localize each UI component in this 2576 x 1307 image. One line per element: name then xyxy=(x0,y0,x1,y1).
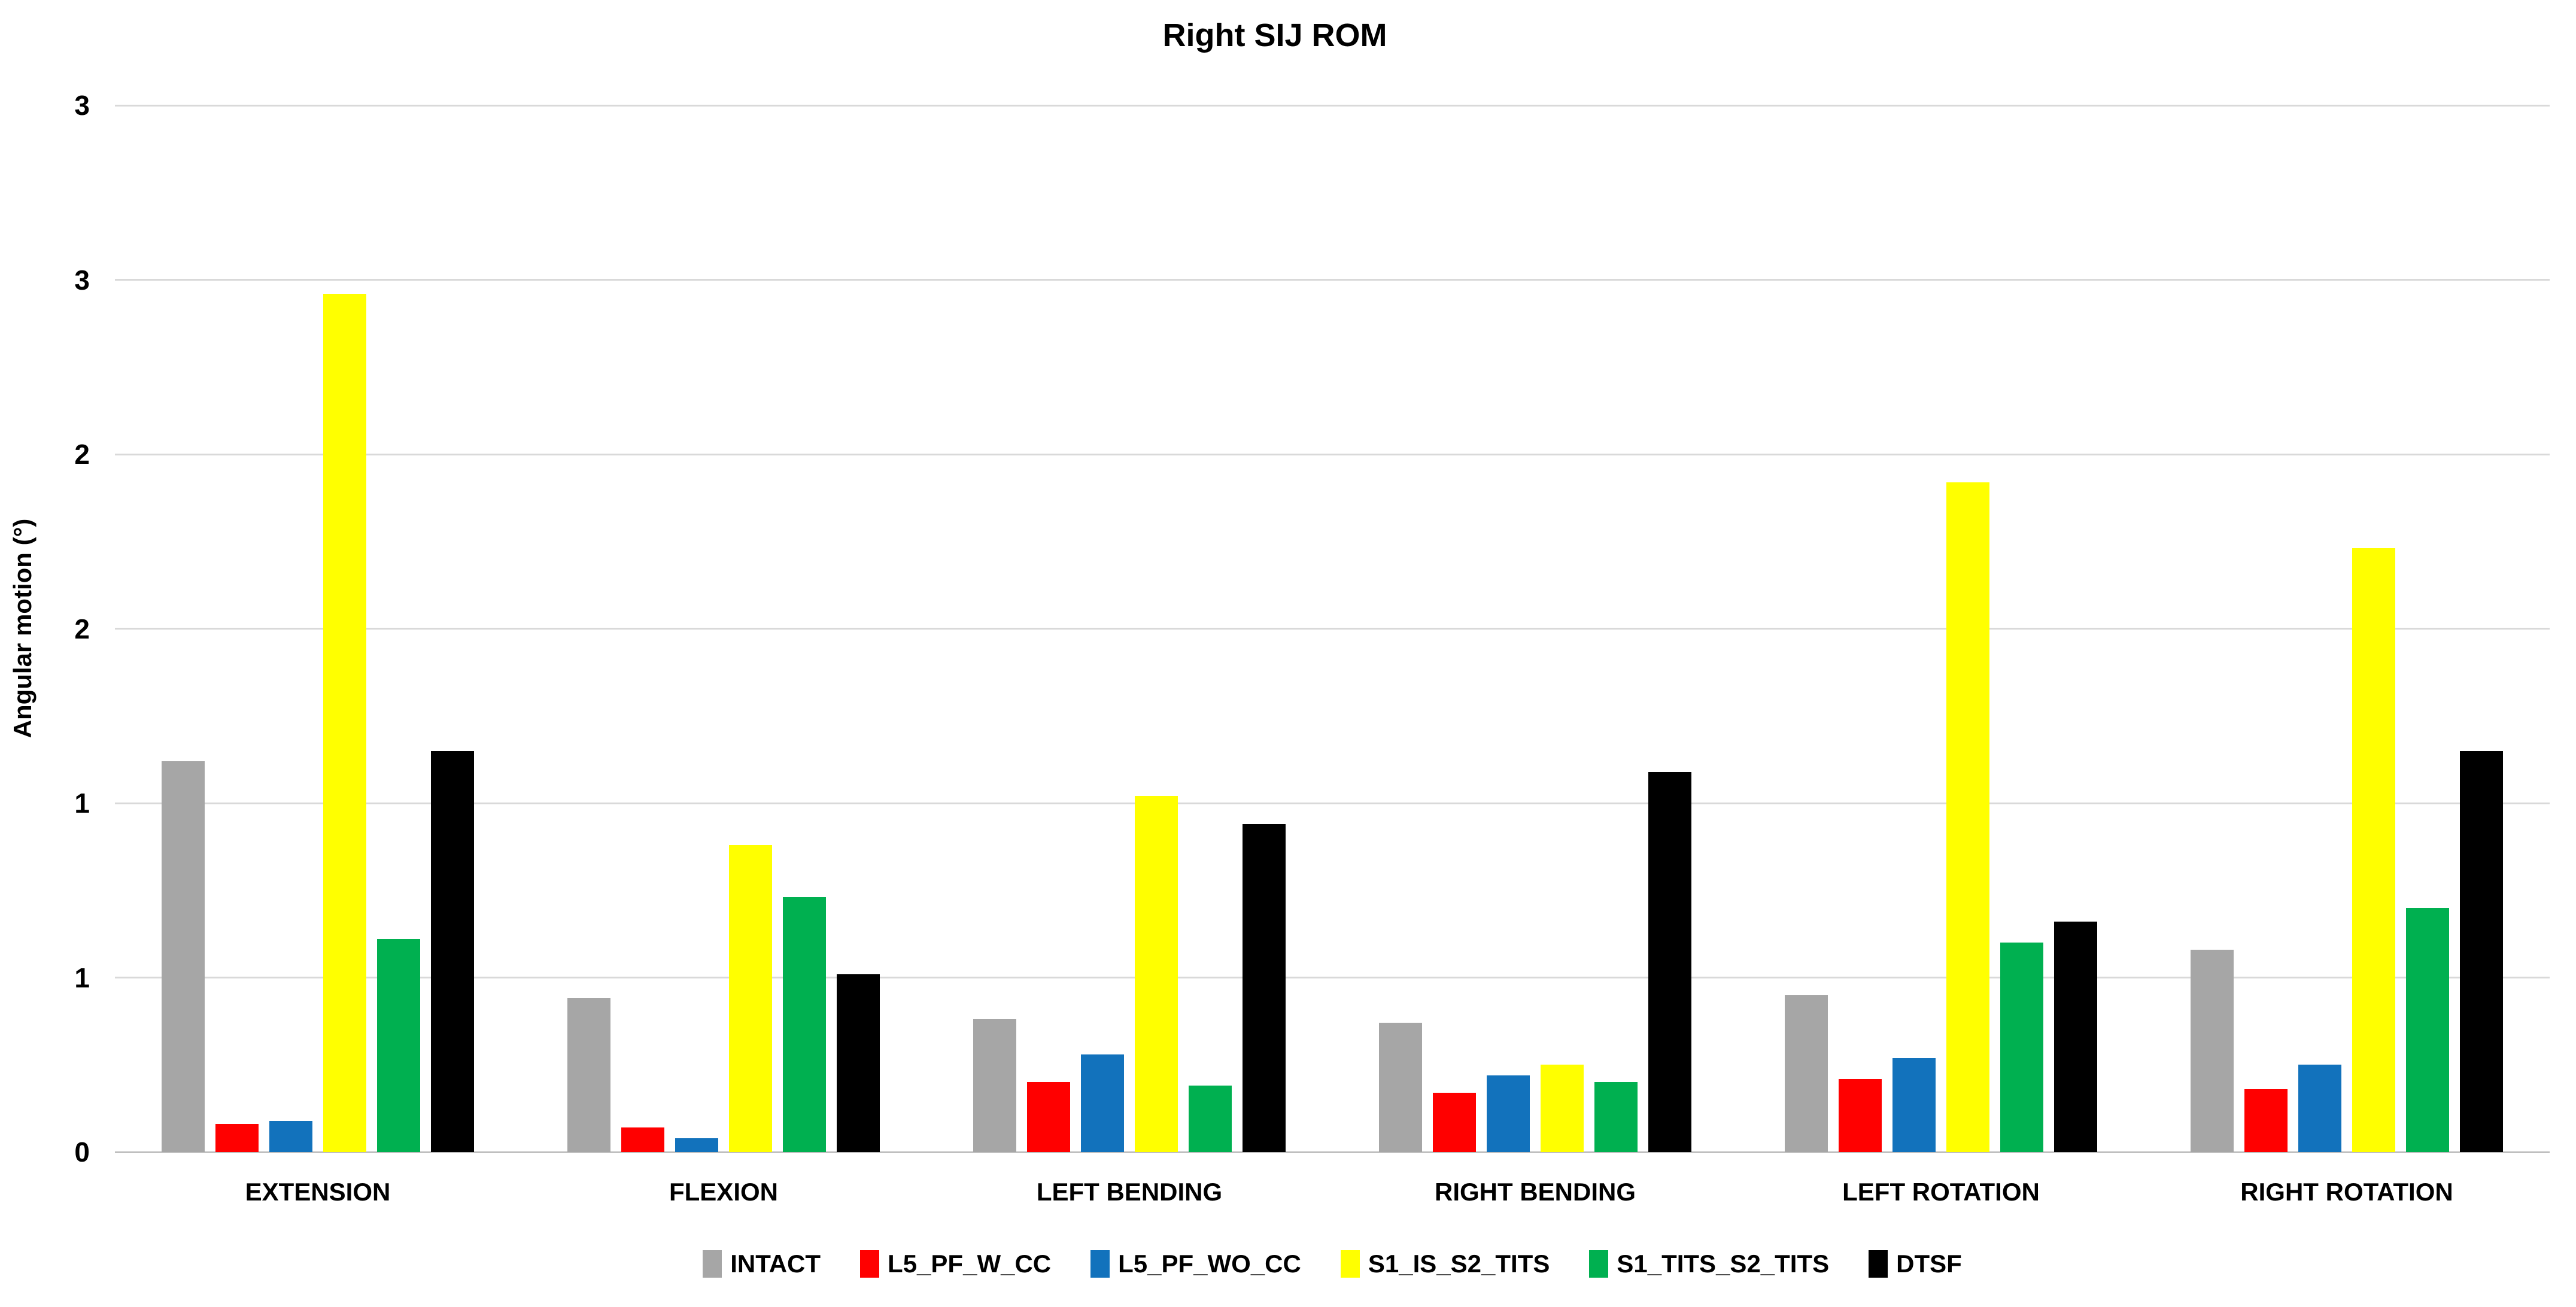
legend-label-l5-pf-wo-cc: L5_PF_WO_CC xyxy=(1118,1250,1301,1278)
bar-s1-is-s2-tits-extension xyxy=(323,293,366,1152)
bar-s1-is-s2-tits-left-rotation xyxy=(1946,482,1989,1152)
bar-s1-tits-s2-tits-extension xyxy=(377,939,420,1152)
bar-intact-extension xyxy=(162,761,205,1152)
bar-dtsf-left-rotation xyxy=(2054,922,2097,1152)
bar-l5-pf-wo-cc-left-bending xyxy=(1081,1054,1124,1152)
y-tick-label: 2 xyxy=(74,439,90,470)
gridline xyxy=(115,802,2550,804)
bar-intact-right-rotation xyxy=(2191,949,2234,1152)
x-category-label-right-rotation: RIGHT ROTATION xyxy=(2240,1178,2453,1206)
legend-label-l5-pf-w-cc: L5_PF_W_CC xyxy=(888,1250,1052,1278)
legend: INTACT L5_PF_W_CC L5_PF_WO_CC S1_IS_S2_TITS… xyxy=(115,1234,2550,1294)
legend-item-l5-pf-w-cc: L5_PF_W_CC xyxy=(860,1250,1051,1278)
bar-s1-tits-s2-tits-left-bending xyxy=(1189,1086,1232,1152)
bar-intact-left-rotation xyxy=(1785,995,1828,1152)
legend-item-dtsf: DTSF xyxy=(1869,1250,1962,1278)
bar-l5-pf-w-cc-left-rotation xyxy=(1839,1078,1882,1152)
legend-item-l5-pf-wo-cc: L5_PF_WO_CC xyxy=(1090,1250,1301,1278)
bar-s1-tits-s2-tits-right-rotation xyxy=(2406,907,2449,1152)
y-tick-label: 3 xyxy=(74,264,90,296)
bar-s1-tits-s2-tits-left-rotation xyxy=(2000,943,2043,1152)
gridline xyxy=(115,279,2550,281)
legend-label-intact: INTACT xyxy=(730,1250,821,1278)
bar-l5-pf-w-cc-left-bending xyxy=(1027,1082,1070,1152)
y-tick-label: 1 xyxy=(74,788,90,819)
bar-l5-pf-wo-cc-left-rotation xyxy=(1892,1057,1936,1152)
legend-swatch-dtsf xyxy=(1869,1250,1888,1278)
legend-swatch-s1-tits-s2-tits xyxy=(1589,1250,1609,1278)
bar-dtsf-extension xyxy=(431,750,474,1152)
gridline xyxy=(115,628,2550,630)
x-category-label-flexion: FLEXION xyxy=(669,1178,778,1206)
bar-dtsf-left-bending xyxy=(1243,823,1286,1152)
bar-intact-right-bending xyxy=(1379,1023,1422,1152)
legend-item-intact: INTACT xyxy=(703,1250,821,1278)
chart-title: Right SIJ ROM xyxy=(1162,17,1387,53)
legend-label-dtsf: DTSF xyxy=(1896,1250,1962,1278)
legend-item-s1-is-s2-tits: S1_IS_S2_TITS xyxy=(1340,1250,1550,1278)
legend-swatch-l5-pf-w-cc xyxy=(860,1250,880,1278)
x-category-label-right-bending: RIGHT BENDING xyxy=(1435,1178,1636,1206)
bar-s1-is-s2-tits-right-rotation xyxy=(2352,548,2395,1152)
x-category-label-left-rotation: LEFT ROTATION xyxy=(1842,1178,2040,1206)
legend-swatch-l5-pf-wo-cc xyxy=(1090,1250,1110,1278)
y-tick-label: 3 xyxy=(74,90,90,121)
bar-l5-pf-wo-cc-right-bending xyxy=(1487,1075,1530,1152)
gridline xyxy=(115,977,2550,978)
bar-l5-pf-w-cc-right-rotation xyxy=(2244,1089,2288,1152)
bar-intact-left-bending xyxy=(973,1019,1016,1152)
x-category-label-left-bending: LEFT BENDING xyxy=(1036,1178,1223,1206)
bar-s1-tits-s2-tits-right-bending xyxy=(1594,1082,1638,1152)
y-tick-label: 2 xyxy=(74,613,90,645)
bar-l5-pf-w-cc-right-bending xyxy=(1433,1092,1476,1152)
bar-intact-flexion xyxy=(567,998,610,1152)
bar-dtsf-right-rotation xyxy=(2460,750,2503,1152)
gridline xyxy=(115,453,2550,455)
legend-item-s1-tits-s2-tits: S1_TITS_S2_TITS xyxy=(1589,1250,1829,1278)
bar-l5-pf-wo-cc-right-rotation xyxy=(2298,1065,2341,1152)
bar-l5-pf-wo-cc-extension xyxy=(269,1120,312,1152)
y-tick-label: 0 xyxy=(74,1136,90,1168)
gridline xyxy=(115,1151,2550,1153)
x-category-label-extension: EXTENSION xyxy=(245,1178,391,1206)
legend-label-s1-tits-s2-tits: S1_TITS_S2_TITS xyxy=(1617,1250,1830,1278)
y-tick-label: 1 xyxy=(74,962,90,993)
legend-swatch-s1-is-s2-tits xyxy=(1340,1250,1360,1278)
bar-dtsf-flexion xyxy=(837,974,880,1152)
bar-s1-is-s2-tits-left-bending xyxy=(1135,796,1178,1152)
bar-l5-pf-w-cc-extension xyxy=(215,1124,259,1152)
bar-s1-is-s2-tits-right-bending xyxy=(1541,1065,1584,1152)
legend-swatch-intact xyxy=(703,1250,722,1278)
legend-label-s1-is-s2-tits: S1_IS_S2_TITS xyxy=(1368,1250,1550,1278)
bar-dtsf-right-bending xyxy=(1648,771,1691,1152)
bar-l5-pf-wo-cc-flexion xyxy=(675,1138,718,1152)
gridline xyxy=(115,104,2550,107)
bar-s1-is-s2-tits-flexion xyxy=(729,844,772,1152)
bar-s1-tits-s2-tits-flexion xyxy=(783,897,826,1152)
bar-l5-pf-w-cc-flexion xyxy=(621,1127,664,1152)
